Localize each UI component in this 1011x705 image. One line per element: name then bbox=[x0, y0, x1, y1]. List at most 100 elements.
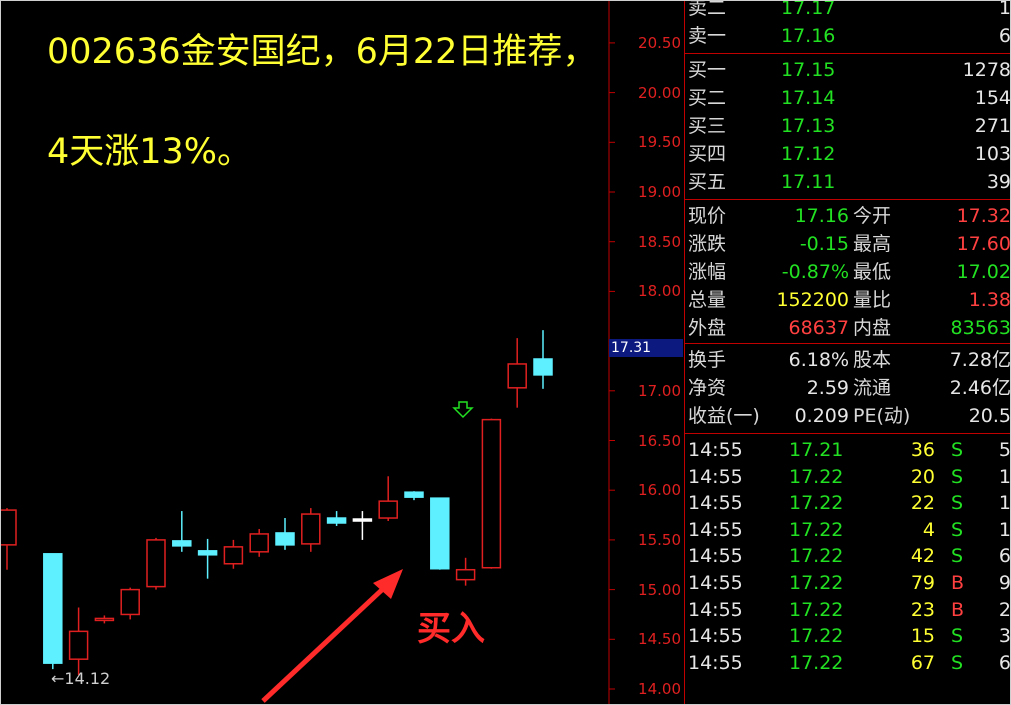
bid-label: 买二 bbox=[688, 87, 727, 109]
fund-value: 2.59 bbox=[806, 377, 849, 399]
stat-label: 涨跌 bbox=[688, 233, 727, 255]
buy-arrow-head-icon bbox=[373, 569, 403, 599]
ask-label: 卖一 bbox=[688, 25, 727, 47]
bid-price: 17.14 bbox=[781, 87, 836, 109]
tick-volume: 79 bbox=[910, 572, 935, 594]
kline-chart[interactable]: 20.50 20.00 19.50 19.00 18.50 18.00 17.00 16.50… bbox=[1, 1, 684, 704]
tick-time: 14:55 bbox=[688, 439, 743, 461]
tick-volume: 23 bbox=[910, 598, 935, 621]
tick-side: B bbox=[951, 572, 965, 594]
tick-price: 17.22 bbox=[789, 651, 844, 674]
tick-time: 14:55 bbox=[688, 625, 743, 648]
tick-time: 14:55 bbox=[688, 545, 743, 568]
tick-time: 14:55 bbox=[688, 518, 743, 541]
tick-side: S bbox=[951, 651, 964, 674]
tick-time: 14:55 bbox=[688, 598, 743, 621]
tick-count: 1 bbox=[998, 518, 1011, 541]
candle-body bbox=[120, 588, 140, 616]
tick-side: B bbox=[951, 598, 965, 621]
candle-body bbox=[1, 509, 17, 546]
tick-time: 14:55 bbox=[688, 651, 743, 674]
stat-value: 83563 bbox=[950, 317, 1011, 339]
candle-body bbox=[326, 517, 347, 524]
fund-label: 收益(一) bbox=[688, 405, 760, 427]
ask-bid-divider bbox=[685, 53, 1010, 54]
fund-label: 净资 bbox=[688, 377, 727, 399]
fund-ticks-divider bbox=[685, 433, 1010, 434]
candle-body bbox=[481, 418, 502, 569]
stat-label: 量比 bbox=[853, 289, 892, 311]
stats-divider bbox=[685, 343, 1010, 344]
tick-price: 17.22 bbox=[789, 625, 844, 648]
ask-label: 卖二 bbox=[688, 0, 727, 19]
tick-volume: 36 bbox=[910, 439, 935, 461]
bid-volume: 103 bbox=[974, 143, 1011, 165]
tick-price: 17.21 bbox=[789, 439, 844, 461]
candle-body bbox=[533, 358, 553, 376]
low-price-marker: ←14.12 bbox=[51, 669, 111, 688]
stat-value: -0.15 bbox=[799, 233, 849, 255]
stat-label: 最低 bbox=[853, 261, 892, 283]
bid-label: 买一 bbox=[688, 59, 727, 81]
stat-label: 总量 bbox=[688, 289, 727, 311]
stat-value: 17.02 bbox=[956, 261, 1011, 283]
signal-arrow-icon bbox=[452, 401, 474, 419]
tick-time: 14:55 bbox=[688, 492, 743, 515]
fund-value: 7.28亿 bbox=[949, 349, 1011, 371]
stat-value: 1.38 bbox=[968, 289, 1011, 311]
bid-price: 17.11 bbox=[781, 171, 836, 193]
tick-volume: 42 bbox=[910, 545, 935, 568]
stat-value: 17.32 bbox=[956, 205, 1011, 227]
candle-body bbox=[94, 617, 115, 622]
candle-body bbox=[172, 540, 192, 547]
bid-price: 17.13 bbox=[781, 115, 836, 137]
price-tick-label: 20.50 bbox=[638, 33, 681, 52]
bid-price: 17.15 bbox=[781, 59, 836, 81]
bid-label: 买四 bbox=[688, 143, 727, 165]
bid-label: 买五 bbox=[688, 171, 727, 193]
price-tick-label: 15.00 bbox=[638, 580, 681, 599]
price-tick-label: 16.00 bbox=[638, 481, 681, 500]
ask-price: 17.16 bbox=[781, 25, 836, 47]
tick-volume: 67 bbox=[910, 651, 935, 674]
tick-count: 5 bbox=[998, 439, 1011, 461]
stat-value: 17.60 bbox=[956, 233, 1011, 255]
tick-side: S bbox=[951, 492, 964, 515]
tick-count: 1 bbox=[998, 465, 1011, 488]
bid-volume: 154 bbox=[974, 87, 1011, 109]
buy-label: 买入 bbox=[417, 609, 485, 649]
price-tick-label: 15.50 bbox=[638, 530, 681, 549]
stat-label: 内盘 bbox=[853, 317, 892, 339]
candle-body bbox=[404, 491, 424, 498]
stat-label: 外盘 bbox=[688, 317, 727, 339]
price-tick-label: 18.00 bbox=[638, 282, 681, 301]
quote-panel: 卖二 17.17 1 卖一 17.16 6 买一 17.15 1278 买二 17.14 154 买三 1… bbox=[684, 0, 1011, 704]
candle-body bbox=[301, 513, 321, 545]
tick-price: 17.22 bbox=[789, 598, 844, 621]
candle-body bbox=[378, 500, 398, 519]
kline-svg bbox=[1, 1, 615, 704]
candle-body bbox=[43, 553, 63, 664]
bid-price: 17.12 bbox=[781, 143, 836, 165]
tick-side: S bbox=[951, 518, 964, 541]
tick-count: 1 bbox=[998, 492, 1011, 515]
candle-body bbox=[223, 546, 244, 565]
tick-volume: 4 bbox=[922, 518, 935, 541]
stat-value: -0.87% bbox=[781, 261, 849, 283]
tick-count: 6 bbox=[998, 545, 1011, 568]
price-tick-label: 16.50 bbox=[638, 431, 681, 450]
candle-body bbox=[146, 539, 166, 588]
ask-volume: 1 bbox=[998, 0, 1011, 19]
tick-price: 17.22 bbox=[789, 465, 844, 488]
stat-value: 17.16 bbox=[794, 205, 849, 227]
annotation-line-2: 4天涨13%。 bbox=[47, 132, 253, 172]
bid-label: 买三 bbox=[688, 115, 727, 137]
candle-body bbox=[275, 532, 295, 546]
bid-volume: 39 bbox=[986, 171, 1011, 193]
candle-body bbox=[352, 518, 373, 522]
price-tick-label: 20.00 bbox=[638, 83, 681, 102]
current-price-tag: 17.31 bbox=[609, 339, 683, 357]
tick-price: 17.22 bbox=[789, 545, 844, 568]
price-tick-label: 14.00 bbox=[638, 680, 681, 698]
